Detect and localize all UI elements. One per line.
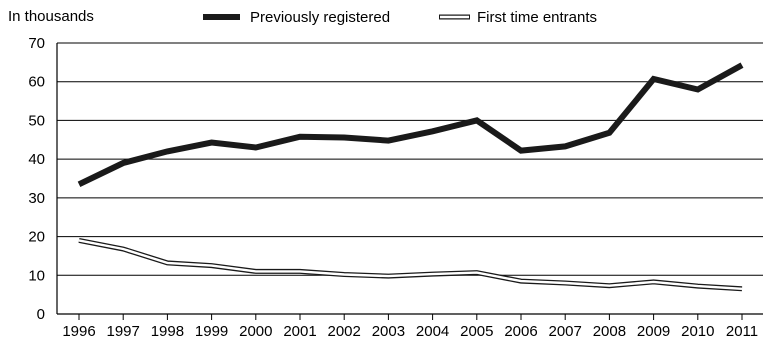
x-tick-label-1997: 1997 bbox=[107, 323, 140, 340]
y-tick-label-50: 50 bbox=[28, 112, 45, 129]
x-tick-label-2006: 2006 bbox=[504, 323, 537, 340]
legend: Previously registered First time entrant… bbox=[203, 9, 597, 26]
x-tick-label-2001: 2001 bbox=[283, 323, 316, 340]
x-tick-label-2008: 2008 bbox=[593, 323, 626, 340]
series-layer bbox=[77, 62, 744, 292]
grid bbox=[57, 42, 763, 276]
y-tick-label-70: 70 bbox=[28, 35, 45, 52]
x-tick-label-2010: 2010 bbox=[681, 323, 714, 340]
legend-item-first-time-entrants: First time entrants bbox=[439, 9, 597, 26]
legend-item-previously-registered: Previously registered bbox=[203, 9, 390, 26]
x-tick-label-1999: 1999 bbox=[195, 323, 228, 340]
x-tick-label-2004: 2004 bbox=[416, 323, 449, 340]
y-tick-label-20: 20 bbox=[28, 229, 45, 246]
x-tick-label-2003: 2003 bbox=[372, 323, 405, 340]
x-tick-label-2000: 2000 bbox=[239, 323, 272, 340]
series-line-inner-first-time-entrants bbox=[78, 239, 743, 290]
x-tick-label-2007: 2007 bbox=[549, 323, 582, 340]
series-first-time-entrants bbox=[78, 237, 743, 292]
series-previously-registered bbox=[77, 62, 744, 188]
legend-label-first-time-entrants: First time entrants bbox=[477, 9, 597, 26]
series-line-previously-registered bbox=[77, 62, 744, 188]
y-tick-label-40: 40 bbox=[28, 151, 45, 168]
x-tick-label-2002: 2002 bbox=[328, 323, 361, 340]
legend-label-previously-registered: Previously registered bbox=[250, 9, 390, 26]
axes: 0 10 20 30 40 50 60 70 1996 1997 1998 1999 2000 2001 2… bbox=[28, 35, 763, 340]
x-tick-label-2011: 2011 bbox=[726, 323, 758, 340]
y-axis-unit-label: In thousands bbox=[8, 8, 94, 25]
y-tick-label-30: 30 bbox=[28, 190, 45, 207]
x-tick-label-2005: 2005 bbox=[460, 323, 493, 340]
y-tick-label-10: 10 bbox=[28, 267, 45, 284]
x-tick-label-1998: 1998 bbox=[151, 323, 184, 340]
y-tick-label-0: 0 bbox=[37, 306, 45, 323]
x-tick-label-2009: 2009 bbox=[637, 323, 670, 340]
x-tick-label-1996: 1996 bbox=[62, 323, 95, 340]
y-tick-label-60: 60 bbox=[28, 74, 45, 91]
